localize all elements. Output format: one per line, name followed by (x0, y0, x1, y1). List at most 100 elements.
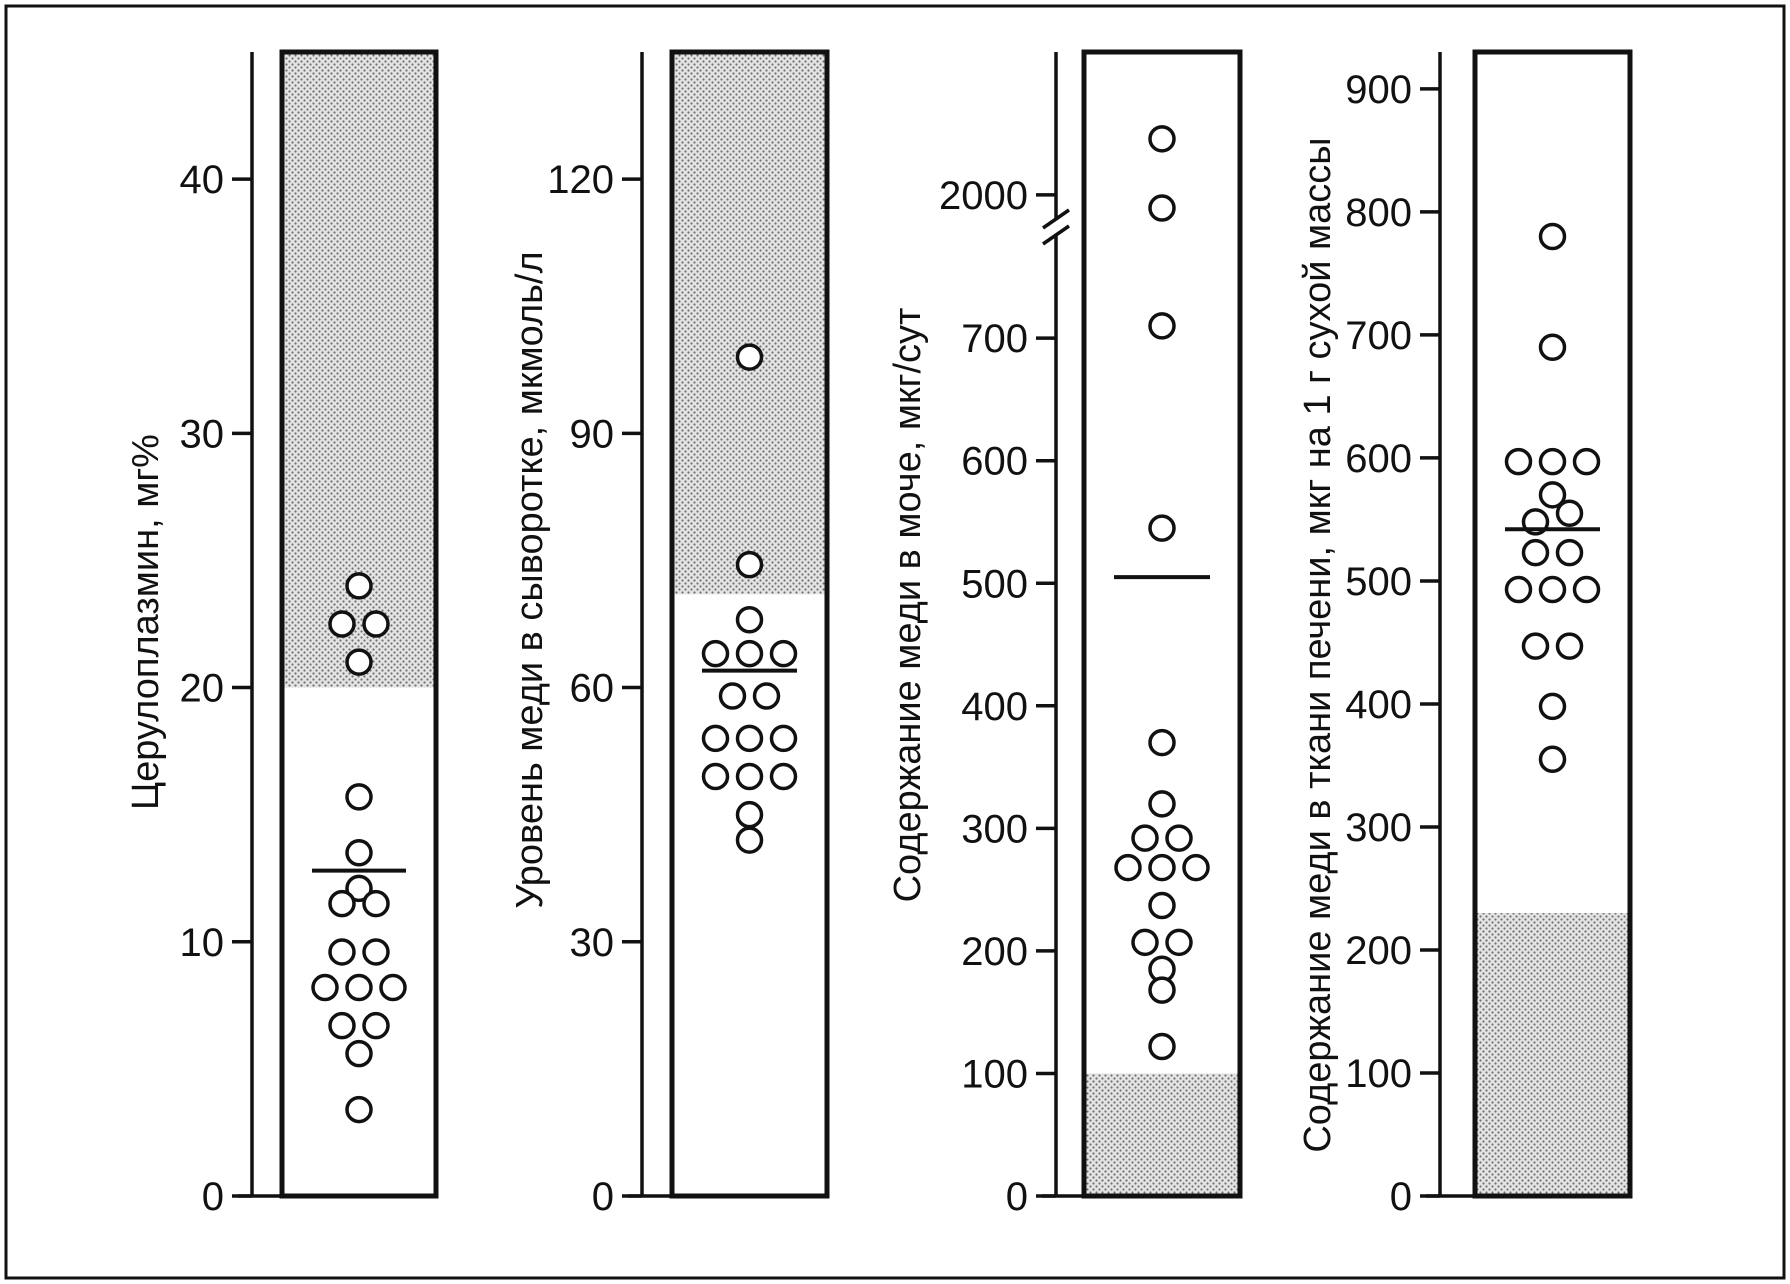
y-tick-label: 500 (961, 562, 1028, 606)
axis-break-mark (1042, 208, 1070, 230)
plot-box (669, 49, 830, 1199)
y-axis-title: Церулоплазмин, мг% (125, 434, 167, 810)
data-point (1521, 632, 1550, 660)
data-point (769, 639, 798, 668)
data-point (1148, 891, 1176, 920)
panels-layer: 0 10 20 30 40 Церулоплазмин, мг% 0 30 60 90 120 Уро… (125, 49, 1633, 1219)
y-tick-label: 0 (1390, 1175, 1412, 1219)
data-point (1148, 1032, 1176, 1061)
data-point (769, 762, 798, 791)
data-point (1504, 447, 1533, 476)
y-tick-label: 100 (961, 1052, 1028, 1096)
data-point (345, 783, 373, 811)
data-point (1572, 575, 1601, 604)
data-point (1538, 745, 1567, 774)
data-point (328, 1011, 356, 1040)
data-point (1555, 499, 1584, 528)
y-tick-label: 0 (592, 1175, 614, 1219)
data-point (1538, 481, 1567, 509)
y-tick-label: 200 (1345, 929, 1412, 973)
y-tick-label: 400 (961, 685, 1028, 729)
data-point (1555, 538, 1584, 567)
data-point (735, 826, 764, 854)
data-point (345, 1095, 373, 1124)
data-point (718, 682, 747, 710)
data-point (362, 610, 390, 638)
data-point (1538, 692, 1567, 721)
data-point (1504, 575, 1533, 604)
data-point (701, 762, 730, 791)
data-point (769, 724, 798, 753)
data-point (1165, 824, 1193, 852)
y-tick-label: 30 (180, 412, 225, 456)
data-point (362, 1011, 390, 1040)
plot-box (1472, 49, 1633, 1199)
y-axis-title: Уровень меди в сыворотке, мкмоль/л (509, 251, 551, 908)
y-tick-label: 2000 (939, 174, 1028, 218)
axis-break-mark (1042, 224, 1070, 246)
y-tick-label: 10 (180, 921, 225, 965)
data-point (735, 639, 764, 668)
data-point (345, 1039, 373, 1068)
y-tick-label: 700 (1345, 314, 1412, 358)
y-tick-label: 600 (961, 440, 1028, 484)
data-point (1521, 538, 1550, 567)
data-point (1148, 790, 1176, 818)
data-point (1538, 447, 1567, 476)
data-point (328, 938, 356, 966)
reference-range-shade (672, 52, 827, 595)
data-point (735, 762, 764, 791)
reference-range-shade (1084, 1073, 1240, 1196)
data-point (328, 889, 356, 918)
y-axis-title: Содержание меди в моче, мкг/сут (887, 308, 929, 903)
y-tick-label: 900 (1345, 68, 1412, 112)
data-point (1148, 514, 1176, 542)
data-point (701, 724, 730, 753)
y-tick-label: 800 (1345, 191, 1412, 235)
data-point (345, 874, 373, 903)
data-point (328, 610, 356, 638)
data-point (735, 606, 764, 634)
data-point (1131, 824, 1159, 852)
data-point (345, 572, 373, 600)
y-tick-label: 30 (570, 921, 615, 965)
data-point (311, 973, 339, 1002)
y-tick-label: 100 (1345, 1052, 1412, 1096)
panel-ceruloplasmin: 0 10 20 30 40 Церулоплазмин, мг% (125, 49, 439, 1219)
data-point (752, 682, 781, 710)
data-point (1131, 928, 1159, 957)
data-point (1538, 222, 1567, 251)
data-point (1538, 333, 1567, 361)
data-point (1148, 728, 1176, 757)
data-point (362, 889, 390, 918)
y-tick-label: 500 (1345, 560, 1412, 604)
data-point (735, 800, 764, 829)
plot-box (1081, 49, 1243, 1199)
data-point (1538, 575, 1567, 604)
y-tick-label: 20 (180, 667, 225, 711)
y-tick-label: 200 (961, 930, 1028, 974)
y-tick-label: 700 (961, 317, 1028, 361)
y-tick-label: 0 (202, 1175, 224, 1219)
y-tick-label: 60 (570, 667, 615, 711)
data-point (1148, 125, 1176, 153)
plot-box (279, 49, 439, 1199)
reference-range-shade (1475, 913, 1630, 1196)
y-tick-label: 120 (547, 158, 614, 202)
data-point (1165, 928, 1193, 957)
y-tick-label: 300 (1345, 806, 1412, 850)
data-point (735, 550, 764, 579)
data-point (1148, 194, 1176, 222)
data-point (362, 938, 390, 966)
data-point (735, 724, 764, 753)
y-tick-label: 400 (1345, 683, 1412, 727)
y-tick-label: 600 (1345, 437, 1412, 481)
data-point (345, 839, 373, 867)
panel-urine-copper: 0 100 200 300 400 500 600 700 2000 Содержание мед… (887, 49, 1243, 1219)
data-point (379, 973, 407, 1002)
data-point (345, 973, 373, 1002)
data-point (1555, 632, 1584, 660)
data-point (1572, 447, 1601, 476)
